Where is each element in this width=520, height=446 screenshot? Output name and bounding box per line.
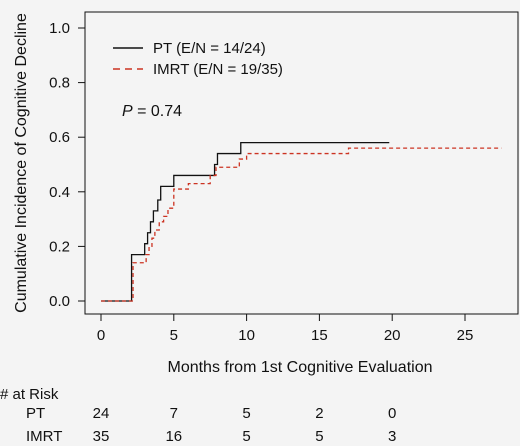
y-tick-label: 1.0 — [49, 20, 70, 37]
legend: PT (E/N = 14/24) IMRT (E/N = 19/35) — [113, 40, 283, 78]
risk-count: 0 — [388, 405, 396, 422]
y-tick-label: 0.4 — [49, 184, 70, 201]
risk-count: 3 — [388, 428, 396, 445]
p-value-symbol: P — [122, 103, 133, 120]
risk-count: 2 — [315, 405, 323, 422]
risk-count: 16 — [165, 428, 182, 445]
x-axis: 0 5 10 15 20 25 — [97, 314, 474, 344]
y-tick-label: 0.2 — [49, 238, 70, 255]
x-tick-label: 15 — [311, 327, 328, 344]
p-value-rest: = 0.74 — [133, 103, 182, 120]
risk-table: # at Risk PT 24 7 5 2 0 IMRT 35 16 5 5 3 — [0, 386, 396, 445]
x-tick-label: 20 — [384, 327, 401, 344]
y-tick-label: 0.6 — [49, 129, 70, 146]
plot-frame — [84, 11, 519, 315]
risk-table-header: # at Risk — [0, 386, 59, 403]
x-tick-label: 5 — [170, 327, 178, 344]
x-tick-label: 10 — [238, 327, 255, 344]
p-value-annotation: P = 0.74 — [122, 103, 182, 120]
legend-label-pt: PT (E/N = 14/24) — [153, 40, 266, 57]
y-tick-label: 0.8 — [49, 75, 70, 92]
risk-count: 7 — [170, 405, 178, 422]
x-tick-label: 25 — [457, 327, 474, 344]
risk-count: 5 — [242, 428, 250, 445]
risk-row-label: PT — [26, 405, 45, 422]
y-axis-label: Cumulative Incidence of Cognitive Declin… — [13, 13, 30, 313]
y-axis: 0.0 0.2 0.4 0.6 0.8 1.0 — [49, 20, 85, 310]
series-line-imrt — [101, 147, 502, 302]
x-tick-label: 0 — [97, 327, 105, 344]
y-tick-label: 0.0 — [49, 293, 70, 310]
risk-count: 5 — [242, 405, 250, 422]
risk-count: 24 — [93, 405, 110, 422]
risk-row-label: IMRT — [26, 428, 62, 445]
series-layer — [101, 142, 502, 302]
legend-label-imrt: IMRT (E/N = 19/35) — [153, 61, 283, 78]
risk-count: 5 — [315, 428, 323, 445]
x-axis-label: Months from 1st Cognitive Evaluation — [167, 359, 432, 376]
series-line-pt — [101, 142, 390, 302]
risk-count: 35 — [93, 428, 110, 445]
